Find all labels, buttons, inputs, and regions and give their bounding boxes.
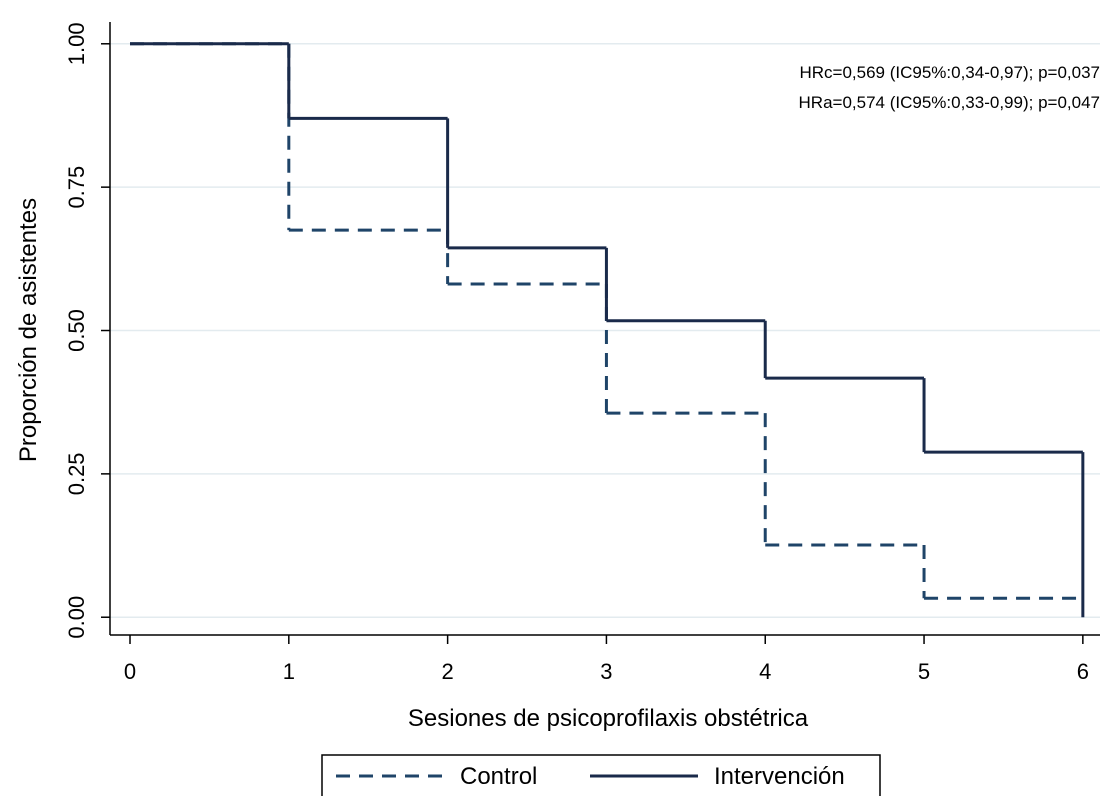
- y-tick-label: 0.75: [64, 166, 89, 209]
- x-tick-label: 1: [283, 659, 295, 684]
- legend-label: Control: [460, 763, 537, 790]
- x-tick-label: 3: [600, 659, 612, 684]
- x-axis-label: Sesiones de psicoprofilaxis obstétrica: [408, 705, 809, 732]
- legend-label: Intervención: [714, 763, 845, 790]
- x-tick-label: 5: [918, 659, 930, 684]
- y-tick-label: 0.25: [64, 452, 89, 495]
- y-tick-label: 0.50: [64, 309, 89, 352]
- x-tick-label: 0: [124, 659, 136, 684]
- annotation: HRa=0,574 (IC95%:0,33-0,99); p=0,047: [799, 93, 1100, 112]
- y-tick-label: 0.00: [64, 596, 89, 639]
- x-tick-label: 4: [759, 659, 771, 684]
- y-tick-label: 1.00: [64, 22, 89, 65]
- x-tick-label: 6: [1077, 659, 1089, 684]
- x-tick-label: 2: [441, 659, 453, 684]
- annotation: HRc=0,569 (IC95%:0,34-0,97); p=0,037: [799, 63, 1100, 82]
- y-axis-label: Proporción de asistentes: [15, 198, 42, 462]
